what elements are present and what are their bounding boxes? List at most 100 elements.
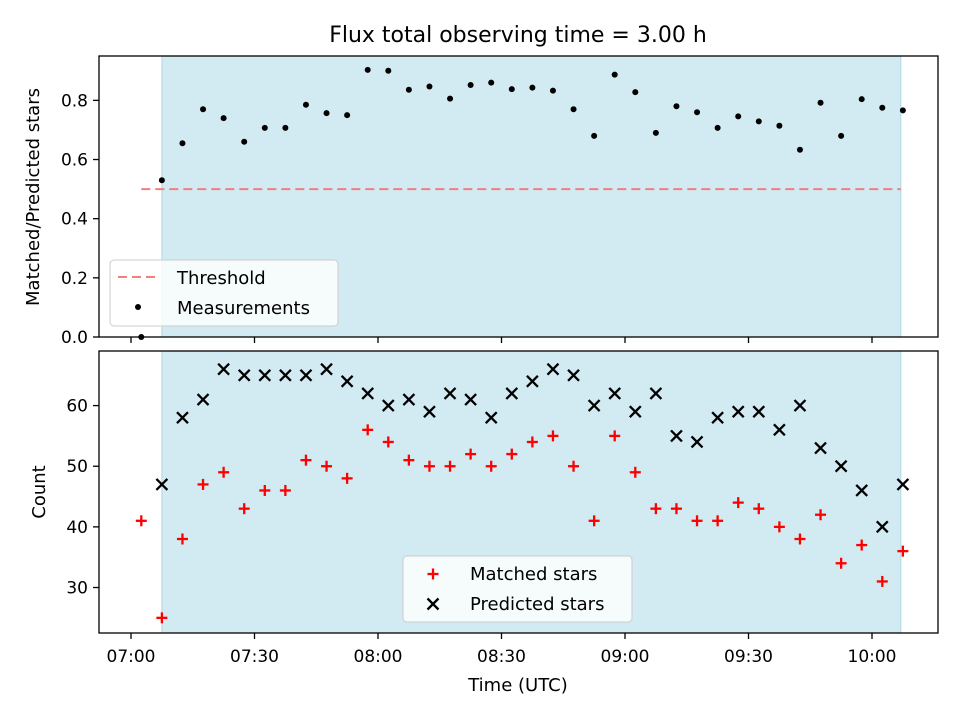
panel-ratio: 0.00.20.40.60.8 Matched/Predicted stars … bbox=[23, 55, 939, 348]
legend-bottom-box bbox=[402, 555, 633, 623]
panel-ratio-y-axis: 0.0 0.2 0.4 0.6 0.8 bbox=[61, 91, 99, 348]
x-axis: 07:00 07:30 08:00 08:30 09:00 09:30 10:00 bbox=[107, 633, 897, 667]
predicted-star-point bbox=[834, 459, 848, 473]
matched-star-point bbox=[197, 478, 209, 490]
matched-star-point bbox=[321, 460, 333, 472]
measurement-point bbox=[488, 79, 495, 86]
y-tick-label: 40 bbox=[66, 518, 88, 538]
predicted-star-point bbox=[793, 399, 807, 412]
legend-bottom: Matched stars Predicted stars bbox=[402, 555, 633, 623]
predicted-star-point bbox=[567, 368, 580, 382]
measurement-point bbox=[796, 146, 803, 153]
legend-top-box bbox=[109, 259, 339, 327]
matched-star-point bbox=[609, 430, 621, 442]
x-tick-label: 07:00 bbox=[107, 647, 156, 667]
matched-star-point bbox=[547, 430, 559, 442]
measurement-point bbox=[282, 124, 289, 131]
measurement-point bbox=[735, 113, 742, 120]
measurement-point bbox=[508, 86, 515, 93]
y-tick-label: 0.2 bbox=[61, 269, 88, 289]
legend-measurements-label: Measurements bbox=[177, 298, 310, 319]
legend-matched-swatch bbox=[427, 568, 439, 580]
measurement-point bbox=[158, 177, 165, 184]
measurement-point bbox=[426, 83, 433, 90]
measurement-point bbox=[776, 122, 783, 129]
measurement-point bbox=[344, 112, 351, 119]
matched-star-point bbox=[218, 466, 230, 478]
predicted-star-point bbox=[299, 368, 313, 382]
measurement-point bbox=[405, 86, 412, 93]
predicted-star-point bbox=[587, 399, 601, 412]
predicted-star-point bbox=[402, 393, 416, 406]
matched-star-point bbox=[465, 448, 477, 460]
predicted-star-point bbox=[258, 368, 272, 382]
matched-star-point bbox=[506, 448, 518, 460]
matched-star-point bbox=[279, 484, 291, 496]
legend-measurements-swatch bbox=[135, 304, 141, 310]
measurement-point bbox=[200, 106, 207, 113]
predicted-star-point bbox=[176, 411, 189, 425]
predicted-star-point bbox=[381, 399, 395, 412]
predicted-star-point bbox=[855, 484, 869, 497]
predicted-star-point bbox=[443, 387, 457, 400]
measurement-point bbox=[179, 140, 186, 147]
panel-ratio-y-label: Matched/Predicted stars bbox=[23, 88, 44, 306]
measurement-point bbox=[220, 115, 227, 122]
y-tick-label: 0.0 bbox=[61, 328, 88, 348]
panel-counts-frame bbox=[98, 350, 939, 634]
x-axis-label: Time (UTC) bbox=[467, 675, 568, 696]
chart-title: Flux total observing time = 3.00 h bbox=[329, 23, 707, 48]
y-tick-label: 0.6 bbox=[61, 151, 88, 171]
predicted-star-point bbox=[896, 478, 910, 491]
predicted-star-point bbox=[628, 405, 642, 418]
matched-star-point bbox=[300, 454, 312, 466]
legend-predicted-swatch bbox=[426, 597, 440, 611]
matched-stars-points bbox=[135, 424, 909, 624]
panel-ratio-x-ticks bbox=[130, 337, 873, 343]
measurement-point bbox=[591, 132, 598, 139]
matched-star-point bbox=[650, 503, 662, 515]
matched-star-point bbox=[568, 460, 580, 472]
predicted-star-point bbox=[464, 393, 477, 406]
predicted-star-point bbox=[217, 362, 230, 376]
measurement-point bbox=[817, 99, 824, 106]
measurement-point bbox=[261, 124, 268, 131]
legend-predicted-label: Predicted stars bbox=[470, 594, 604, 615]
predicted-star-point bbox=[505, 387, 519, 400]
matched-star-point bbox=[526, 436, 538, 448]
matched-star-point bbox=[629, 466, 641, 478]
y-tick-label: 30 bbox=[66, 579, 88, 599]
legend-predicted-marker bbox=[426, 597, 440, 611]
x-tick-label: 08:30 bbox=[477, 647, 526, 667]
matched-star-point bbox=[691, 515, 703, 527]
predicted-star-point bbox=[484, 411, 498, 425]
measurement-point bbox=[385, 67, 392, 74]
measurement-point bbox=[529, 84, 536, 91]
panel-counts: 30 40 50 60 07:00 07:30 08:00 08:30 09:00 09:30 1… bbox=[29, 350, 939, 696]
predicted-star-point bbox=[361, 387, 375, 400]
measurement-point bbox=[714, 124, 721, 131]
measurement-point bbox=[673, 103, 680, 110]
predicted-star-point bbox=[875, 520, 889, 534]
predicted-star-point bbox=[196, 393, 210, 406]
matched-star-point bbox=[732, 497, 744, 509]
predicted-star-point bbox=[279, 368, 292, 382]
measurement-point bbox=[858, 96, 865, 103]
matched-star-point bbox=[753, 503, 765, 515]
measurement-point bbox=[323, 110, 330, 117]
y-tick-label: 50 bbox=[66, 457, 88, 477]
y-tick-label: 0.4 bbox=[61, 210, 88, 230]
panel-ratio-frame bbox=[98, 55, 939, 338]
predicted-star-point bbox=[690, 435, 704, 449]
x-tick-label: 09:00 bbox=[601, 647, 650, 667]
x-tick-label: 10:00 bbox=[848, 647, 897, 667]
matched-star-point bbox=[773, 521, 785, 533]
predicted-star-point bbox=[711, 411, 724, 425]
predicted-star-point bbox=[546, 362, 560, 376]
matched-star-point bbox=[423, 460, 435, 472]
matched-star-point bbox=[670, 503, 682, 515]
matched-star-point bbox=[876, 575, 888, 587]
predicted-star-point bbox=[237, 368, 251, 382]
measurement-point bbox=[899, 107, 906, 114]
measurement-point bbox=[467, 81, 474, 88]
